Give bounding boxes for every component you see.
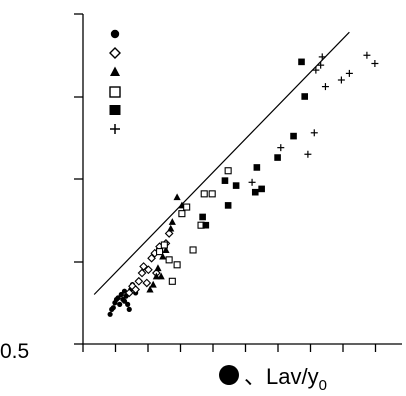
point-open-square — [160, 241, 168, 249]
point-filled-triangle — [154, 264, 162, 272]
point-open-diamond — [137, 268, 147, 278]
point-filled-triangle — [162, 246, 170, 253]
legend-marker-open-diamond — [109, 47, 121, 59]
point-filled-circle — [125, 301, 131, 307]
point-plus — [371, 60, 379, 67]
point-filled-circle — [110, 305, 116, 311]
point-filled-circle — [118, 291, 124, 298]
point-filled-triangle — [146, 285, 154, 293]
point-open-diamond — [139, 262, 148, 271]
point-filled-square — [274, 154, 281, 161]
point-plus — [363, 51, 371, 59]
point-filled-circle — [107, 311, 113, 317]
point-open-square — [183, 203, 191, 211]
point-filled-square — [232, 182, 240, 189]
point-plus — [248, 178, 256, 186]
point-filled-triangle — [167, 224, 175, 232]
point-open-diamond — [131, 285, 141, 294]
point-open-square — [189, 246, 197, 254]
point-filled-triangle — [152, 272, 160, 280]
point-open-square — [200, 190, 208, 198]
point-open-square — [173, 261, 181, 269]
point-plus — [304, 150, 312, 158]
point-plus — [310, 129, 318, 137]
point-filled-circle — [117, 301, 123, 307]
point-filled-square — [224, 202, 232, 209]
reference-line-group — [93, 31, 350, 295]
legend-marker-plus — [110, 124, 120, 134]
point-open-diamond — [134, 276, 144, 286]
point-open-square — [178, 210, 186, 218]
point-plus — [345, 69, 353, 77]
x-axis-label: 、Lav/y0 — [244, 364, 327, 394]
point-open-square — [208, 190, 216, 198]
point-open-diamond — [124, 288, 134, 298]
point-open-diamond — [147, 253, 156, 263]
point-plus — [318, 53, 326, 61]
point-open-diamond — [142, 278, 152, 288]
point-filled-circle — [121, 298, 128, 304]
point-filled-triangle — [157, 272, 165, 280]
point-filled-square — [298, 58, 305, 66]
point-filled-square — [258, 185, 265, 193]
point-filled-square — [253, 164, 261, 171]
point-open-square — [224, 167, 232, 175]
point-filled-square — [202, 221, 210, 229]
axes — [74, 13, 402, 352]
point-filled-circle — [126, 306, 132, 312]
point-plus — [321, 83, 329, 91]
point-filled-square — [301, 93, 309, 100]
point-filled-triangle — [149, 280, 157, 288]
y-tick-label: 0.5 — [0, 340, 29, 363]
point-filled-square — [199, 213, 206, 221]
x-axis-label-subscript: 0 — [319, 377, 327, 394]
point-plus — [317, 61, 325, 69]
point-filled-circle — [115, 295, 121, 301]
point-filled-square — [221, 177, 229, 184]
legend-marker-open-square — [109, 86, 121, 98]
legend-marker-filled-square — [109, 105, 121, 115]
point-open-square — [165, 256, 173, 264]
point-filled-square — [290, 132, 297, 140]
point-plus — [312, 66, 320, 74]
point-open-diamond — [164, 229, 174, 238]
point-open-square — [168, 277, 176, 285]
point-filled-triangle — [159, 252, 167, 260]
legend — [109, 29, 121, 134]
point-plus — [277, 144, 285, 152]
point-open-square — [156, 248, 164, 256]
legend-marker-filled-triangle — [110, 66, 120, 76]
point-plus — [337, 76, 345, 84]
data-points — [107, 51, 379, 317]
point-open-diamond — [144, 265, 153, 275]
reference-line — [93, 31, 350, 295]
xlabel-dot-icon — [219, 365, 239, 385]
point-filled-square — [251, 188, 259, 196]
point-filled-triangle — [173, 193, 181, 201]
x-axis-label-prefix: 、 — [244, 364, 266, 389]
legend-marker-filled-circle — [110, 29, 120, 39]
x-axis-label-main: Lav/y — [266, 364, 319, 389]
point-filled-triangle — [168, 218, 176, 225]
